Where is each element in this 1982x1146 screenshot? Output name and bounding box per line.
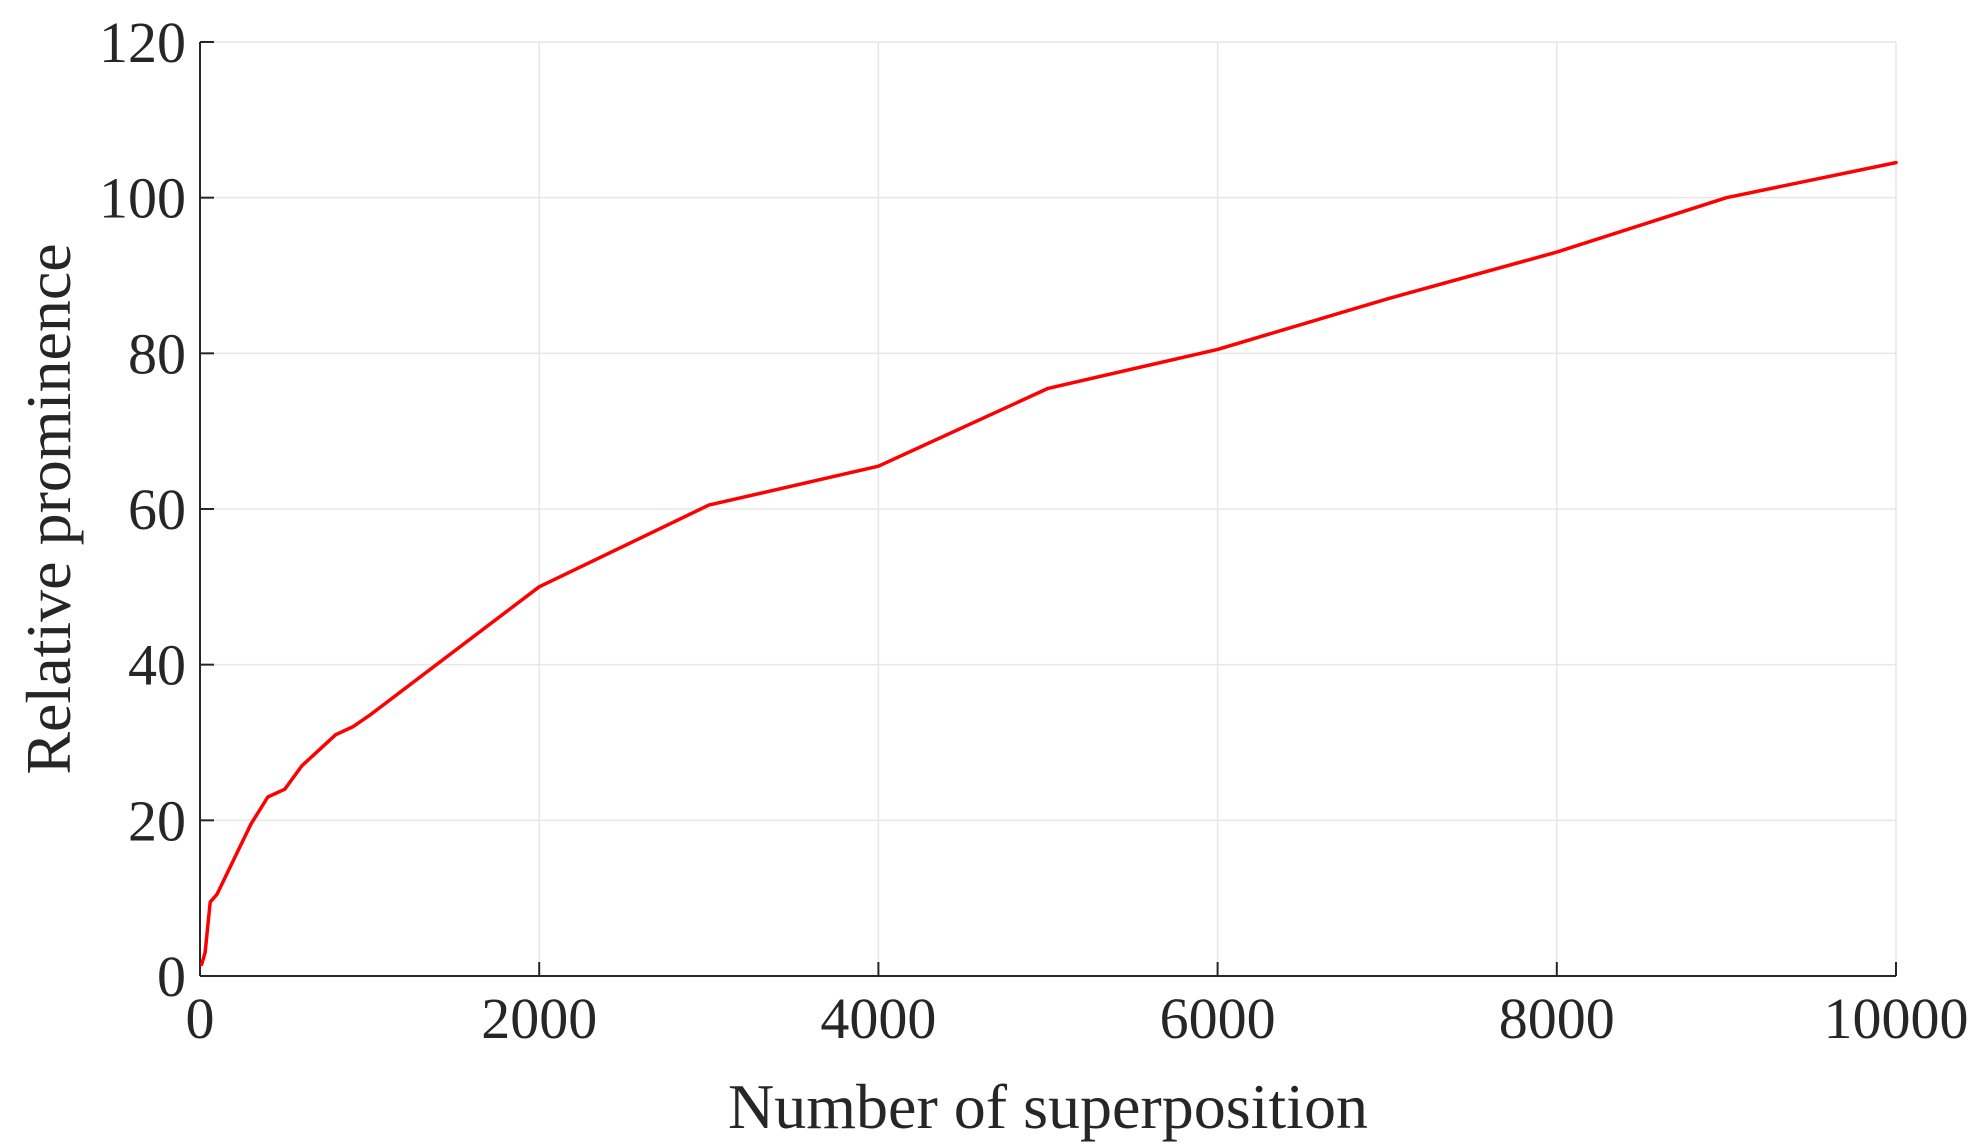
x-tick-label: 10000 (1824, 986, 1969, 1051)
axes (199, 41, 1897, 977)
tick-labels: 0 2000 4000 6000 8000 10000 0 20 40 60 80 100 120 (99, 10, 1969, 1051)
y-tick-label: 20 (128, 788, 186, 853)
x-tick-label: 8000 (1499, 986, 1615, 1051)
y-tick-label: 0 (157, 944, 186, 1009)
x-tick-label: 2000 (481, 986, 597, 1051)
y-tick-label: 100 (99, 166, 186, 231)
y-tick-label: 80 (128, 321, 186, 386)
grid-lines (199, 41, 1897, 977)
y-tick-label: 120 (99, 10, 186, 75)
x-tick-label: 6000 (1160, 986, 1276, 1051)
x-tick-label: 4000 (820, 986, 936, 1051)
data-series (199, 160, 1898, 967)
y-tick-label: 60 (128, 477, 186, 542)
x-axis-label: Number of superposition (728, 1071, 1368, 1142)
y-axis-label: Relative prominence (13, 243, 84, 774)
x-tick-label: 0 (186, 986, 215, 1051)
y-tick-label: 40 (128, 633, 186, 698)
series-line (199, 160, 1898, 967)
